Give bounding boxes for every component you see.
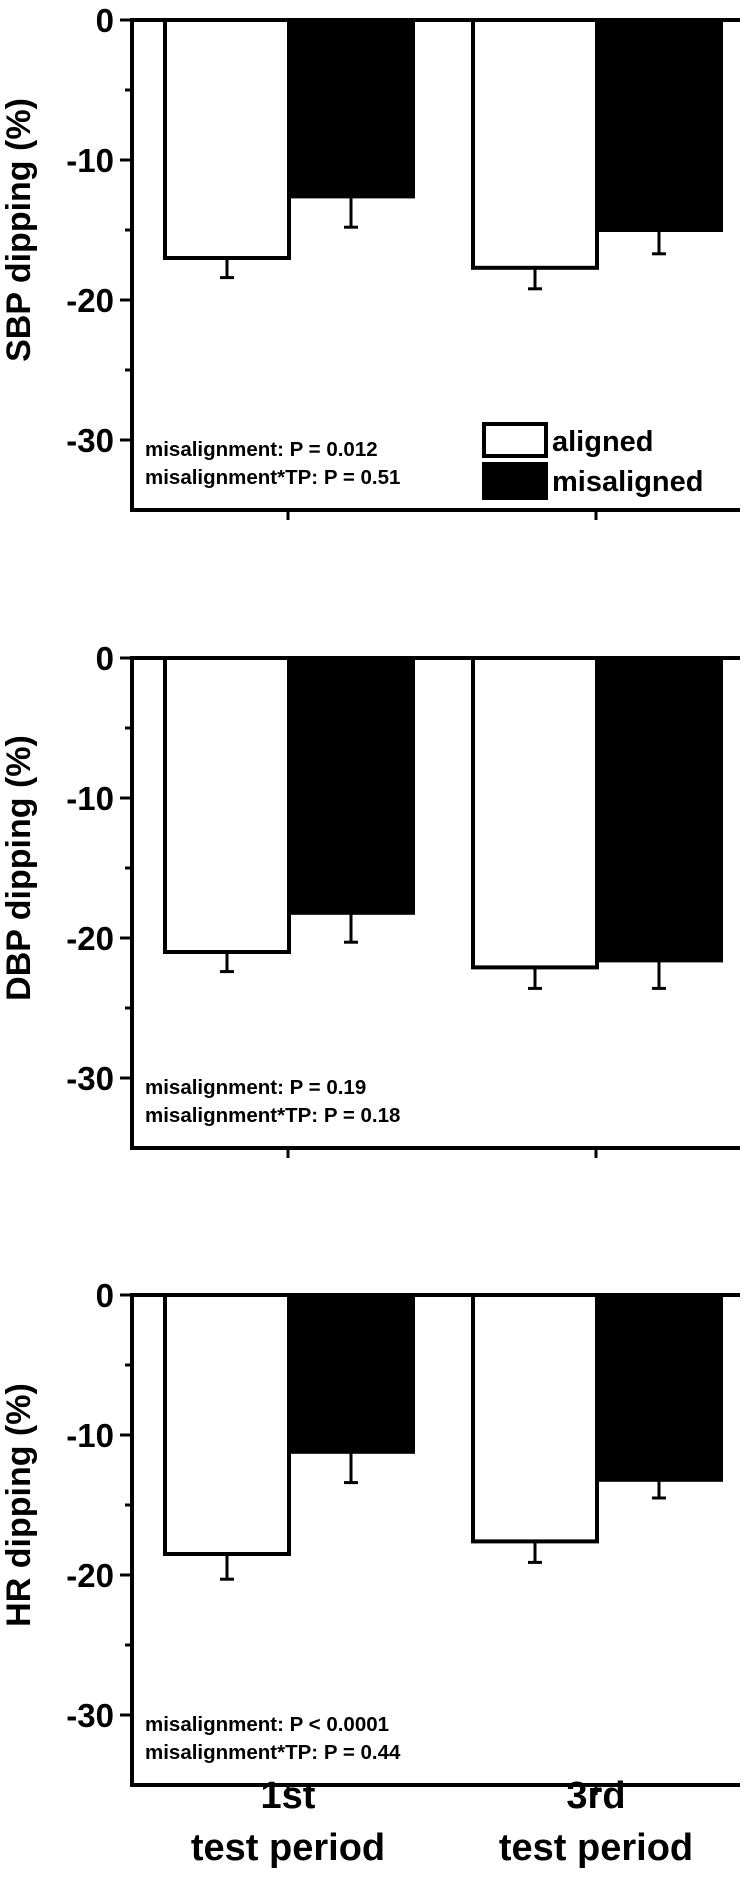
bar-misaligned-1	[287, 18, 415, 199]
bar-misaligned-1	[287, 1293, 415, 1454]
x-category-label-line2: test period	[191, 1827, 385, 1869]
y-tick-label: 0	[96, 1277, 114, 1314]
y-tick-label: -20	[66, 920, 114, 957]
x-category-label-line1: 1st	[261, 1775, 316, 1817]
stat-annotation: misalignment*TP: P = 0.18	[145, 1104, 400, 1127]
y-axis-label: DBP dipping (%)	[0, 735, 38, 1001]
legend-label-misaligned: misaligned	[552, 466, 704, 498]
legend-label-aligned: aligned	[552, 426, 654, 458]
y-tick-label: -10	[66, 1417, 114, 1454]
x-category-label-line2: test period	[499, 1827, 693, 1869]
legend: aligned misaligned	[482, 422, 704, 500]
bar-misaligned-2	[595, 1293, 723, 1482]
bar-aligned-1	[163, 656, 291, 954]
stat-annotation: misalignment: P < 0.0001	[145, 1713, 389, 1736]
y-axis-label: HR dipping (%)	[0, 1383, 38, 1627]
y-tick-label: -20	[66, 282, 114, 319]
chart-panel-2: 0 -10 -20 -30 DBP dipping (%) misalignment: P…	[0, 640, 740, 1158]
y-tick-label: 0	[96, 640, 114, 677]
bar-aligned-2	[471, 18, 599, 270]
bar-misaligned-2	[595, 656, 723, 963]
legend-swatch-misaligned	[482, 462, 548, 500]
bar-aligned-2	[471, 656, 599, 970]
x-category-label-line1: 3rd	[566, 1775, 625, 1817]
y-axis-label: SBP dipping (%)	[0, 98, 38, 362]
bar-misaligned-2	[595, 18, 723, 232]
stat-annotation: misalignment: P = 0.012	[145, 438, 378, 461]
y-tick-label: -10	[66, 780, 114, 817]
y-tick-label: -30	[66, 1697, 114, 1734]
y-tick-label: -30	[66, 422, 114, 459]
bar-aligned-1	[163, 1293, 291, 1556]
bar-aligned-2	[471, 1293, 599, 1544]
stat-annotation: misalignment: P = 0.19	[145, 1076, 366, 1099]
bar-aligned-1	[163, 18, 291, 260]
legend-swatch-aligned	[482, 422, 548, 458]
chart-panel-1: 0 -10 -20 -30 SBP dipping (%) misalignment: P…	[0, 2, 740, 520]
stat-annotation: misalignment*TP: P = 0.51	[145, 466, 400, 489]
stat-annotation: misalignment*TP: P = 0.44	[145, 1741, 401, 1764]
y-tick-label: -20	[66, 1557, 114, 1594]
y-tick-label: -10	[66, 142, 114, 179]
y-tick-label: 0	[96, 2, 114, 39]
y-tick-label: -30	[66, 1060, 114, 1097]
chart-panel-3: 0 -10 -20 -30 HR dipping (%) misalignment: P …	[0, 1277, 740, 1795]
bar-misaligned-1	[287, 656, 415, 915]
